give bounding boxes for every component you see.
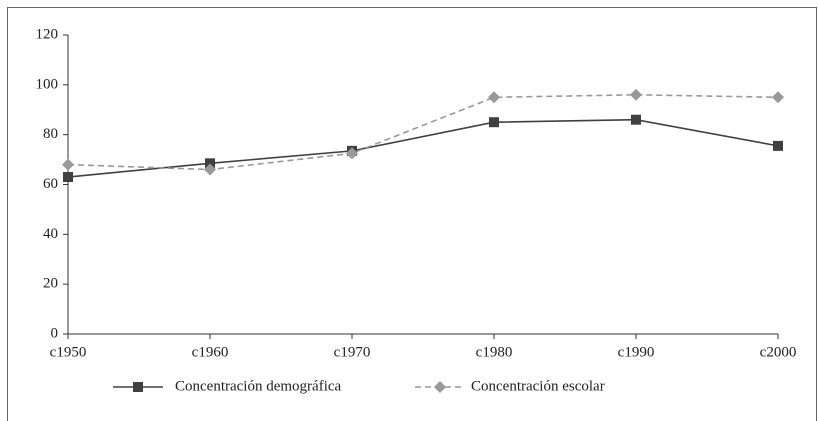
point bbox=[204, 163, 216, 176]
point bbox=[773, 140, 783, 151]
point bbox=[62, 158, 74, 171]
point bbox=[346, 147, 358, 160]
point bbox=[631, 114, 641, 125]
x-tick-label: c1980 bbox=[476, 344, 513, 360]
x-tick-label: c1960 bbox=[192, 344, 229, 360]
series-line bbox=[67, 118, 779, 178]
point bbox=[630, 88, 642, 101]
legend-label: Concentración escolar bbox=[471, 378, 605, 394]
y-tick-label: 60 bbox=[43, 176, 58, 192]
legend-label: Concentración demográfica bbox=[175, 378, 342, 394]
x-tick-label: c1970 bbox=[334, 344, 371, 360]
y-tick-label: 20 bbox=[43, 276, 58, 292]
y-tick-label: 0 bbox=[51, 325, 59, 341]
frame bbox=[7, 7, 817, 421]
x-tick-label: c2000 bbox=[760, 344, 797, 360]
point bbox=[488, 91, 500, 104]
series-line bbox=[67, 93, 779, 171]
point bbox=[489, 117, 499, 128]
point bbox=[63, 172, 73, 183]
legend-marker bbox=[133, 382, 143, 392]
y-tick-label: 80 bbox=[43, 126, 58, 142]
point bbox=[205, 158, 215, 169]
y-tick-label: 40 bbox=[43, 226, 58, 242]
y-tick-label: 120 bbox=[36, 26, 59, 42]
x-tick-label: c1950 bbox=[50, 344, 87, 360]
x-tick-label: c1990 bbox=[618, 344, 655, 360]
point bbox=[772, 91, 784, 104]
legend-marker bbox=[434, 381, 446, 393]
y-tick-label: 100 bbox=[36, 76, 59, 92]
